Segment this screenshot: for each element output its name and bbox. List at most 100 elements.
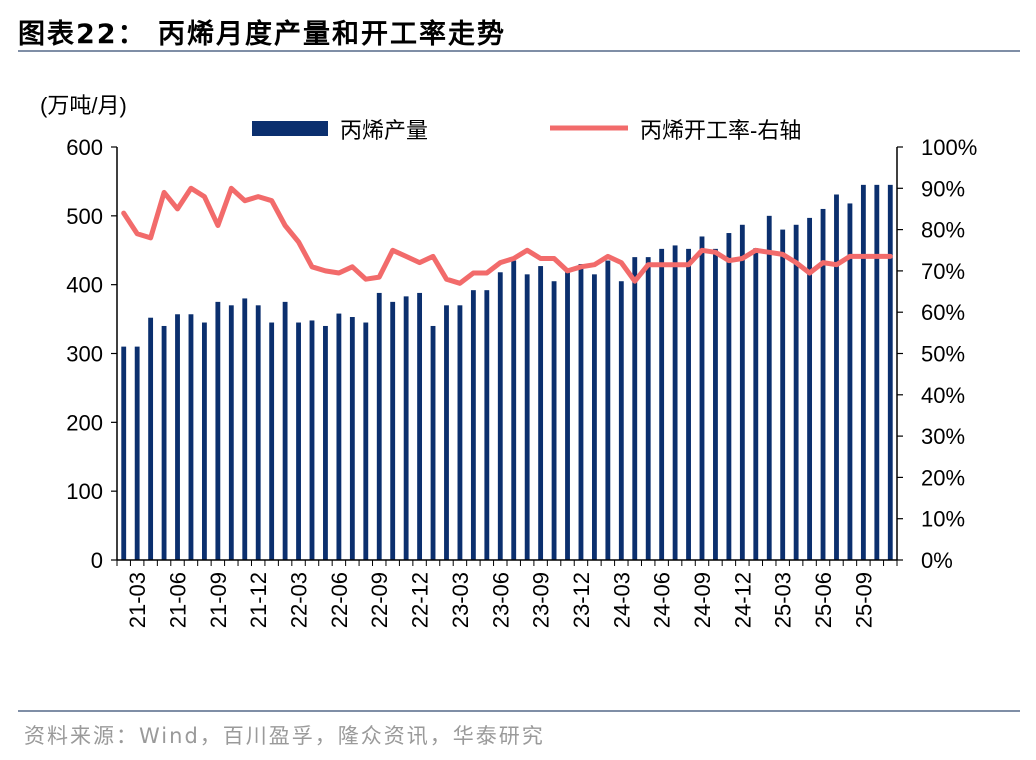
bar-25-01 <box>753 248 759 560</box>
line-utilization-rate <box>121 185 893 286</box>
bar-24-04 <box>632 257 638 560</box>
title-rule <box>18 50 1020 52</box>
y-left-tick-label: 400 <box>66 273 103 298</box>
bar-21-05 <box>161 325 167 560</box>
bar-22-03 <box>296 322 301 560</box>
bar-25-06 <box>820 208 826 560</box>
bar-24-09 <box>699 236 705 560</box>
bar-21-10 <box>228 305 234 560</box>
bar-21-06 <box>175 314 180 560</box>
bar-21-09 <box>215 301 221 560</box>
bar-25-10 <box>874 184 880 560</box>
bar-24-02 <box>605 260 611 560</box>
y-left-tick-label: 500 <box>66 204 103 229</box>
y-right-tick-label: 20% <box>921 465 965 490</box>
legend-label-bar: 丙烯产量 <box>340 118 428 143</box>
bar-23-07 <box>511 260 517 560</box>
x-tick-label-24-06: 24-06 <box>650 572 675 628</box>
x-tick-label-24-12: 24-12 <box>730 572 755 628</box>
y-right-tick-label: 100% <box>921 135 977 160</box>
y-left-tick-label: 600 <box>66 135 103 160</box>
bar-21-07 <box>188 314 194 560</box>
x-tick-label-23-06: 23-06 <box>488 572 513 628</box>
x-tick-label-23-03: 23-03 <box>448 572 473 628</box>
bar-series <box>121 184 893 561</box>
y-right-tick-label: 40% <box>921 383 965 408</box>
bar-22-11 <box>403 296 409 560</box>
legend: 丙烯产量 丙烯开工率-右轴 <box>252 118 801 143</box>
x-tick-label-24-03: 24-03 <box>609 572 634 628</box>
bar-24-10 <box>713 248 718 560</box>
bar-21-04 <box>148 317 154 560</box>
bar-23-08 <box>524 274 530 560</box>
y-left-unit-label: (万吨/月) <box>40 93 127 118</box>
bar-22-07 <box>349 317 355 560</box>
x-tick-label-23-12: 23-12 <box>569 572 594 628</box>
bar-23-10 <box>551 281 557 560</box>
y-left-tick-label: 200 <box>66 410 103 435</box>
y-right-tick-label: 70% <box>921 259 965 284</box>
y-left-tick-label: 0 <box>91 548 103 573</box>
x-tick-label-21-12: 21-12 <box>246 572 271 628</box>
bar-25-09 <box>860 184 866 560</box>
y-right-tick-label: 90% <box>921 176 965 201</box>
bar-22-01 <box>269 322 275 560</box>
bar-22-05 <box>323 325 328 560</box>
bar-24-08 <box>686 248 691 560</box>
bar-22-09 <box>376 292 382 560</box>
bar-21-11 <box>242 298 248 560</box>
y-right-tick-label: 30% <box>921 424 965 449</box>
bar-22-06 <box>336 313 342 560</box>
legend-label-line: 丙烯开工率-右轴 <box>640 118 801 143</box>
bar-25-04 <box>793 224 799 560</box>
bar-25-05 <box>807 217 813 561</box>
y-left-tick-label: 300 <box>66 342 103 367</box>
bar-25-11 <box>887 184 893 560</box>
y-left-tick-label: 100 <box>66 479 103 504</box>
axes: 0 100 200 300 400 500 600 0% 10% 20% 30% 40% 50% 60% 7… <box>66 135 977 628</box>
bar-24-01 <box>591 274 597 560</box>
bar-25-02 <box>766 215 772 561</box>
bar-24-05 <box>645 257 651 560</box>
legend-swatch-bar <box>252 121 328 136</box>
bar-21-03 <box>134 346 140 560</box>
bar-23-05 <box>484 290 490 560</box>
chart: 0 100 200 300 400 500 600 0% 10% 20% 30% 40% 50% 60% 7… <box>40 93 977 628</box>
x-tick-label-25-03: 25-03 <box>771 572 796 628</box>
source-note: 资料来源：Wind，百川盈孚，隆众资讯，华泰研究 <box>24 724 545 748</box>
y-right-tick-label: 80% <box>921 218 965 243</box>
line-series <box>121 185 893 286</box>
bar-25-03 <box>780 229 786 560</box>
bar-21-08 <box>201 322 207 560</box>
x-tick-label-22-03: 22-03 <box>287 572 312 628</box>
bar-24-11 <box>726 233 732 560</box>
x-tick-label-23-09: 23-09 <box>529 572 554 628</box>
footer-rule <box>18 710 1020 712</box>
bar-22-08 <box>363 322 369 560</box>
bar-24-03 <box>618 281 624 560</box>
bar-25-07 <box>834 194 839 560</box>
x-tick-label-24-09: 24-09 <box>690 572 715 628</box>
bar-22-02 <box>282 301 288 560</box>
bar-23-01 <box>430 325 436 560</box>
bar-23-11 <box>565 272 570 560</box>
bar-24-12 <box>739 224 745 560</box>
x-tick-label-21-09: 21-09 <box>206 572 231 628</box>
y-right-tick-label: 60% <box>921 300 965 325</box>
x-tick-label-22-12: 22-12 <box>408 572 433 628</box>
figure-title: 图表22： 丙烯月度产量和开工率走势 <box>18 19 506 50</box>
bar-21-02 <box>121 346 127 560</box>
x-tick-label-21-06: 21-06 <box>166 572 191 628</box>
bar-24-06 <box>659 248 665 560</box>
x-tick-label-25-09: 25-09 <box>851 572 876 628</box>
bar-23-06 <box>497 272 503 560</box>
x-tick-label-22-06: 22-06 <box>327 572 352 628</box>
y-right-tick-label: 50% <box>921 342 965 367</box>
bar-23-02 <box>444 305 449 560</box>
bar-23-09 <box>538 266 544 560</box>
bar-22-10 <box>390 301 396 560</box>
x-tick-label-21-03: 21-03 <box>125 572 150 628</box>
bar-21-12 <box>255 305 261 560</box>
bar-23-12 <box>578 264 584 560</box>
y-right-tick-label: 0% <box>921 548 953 573</box>
